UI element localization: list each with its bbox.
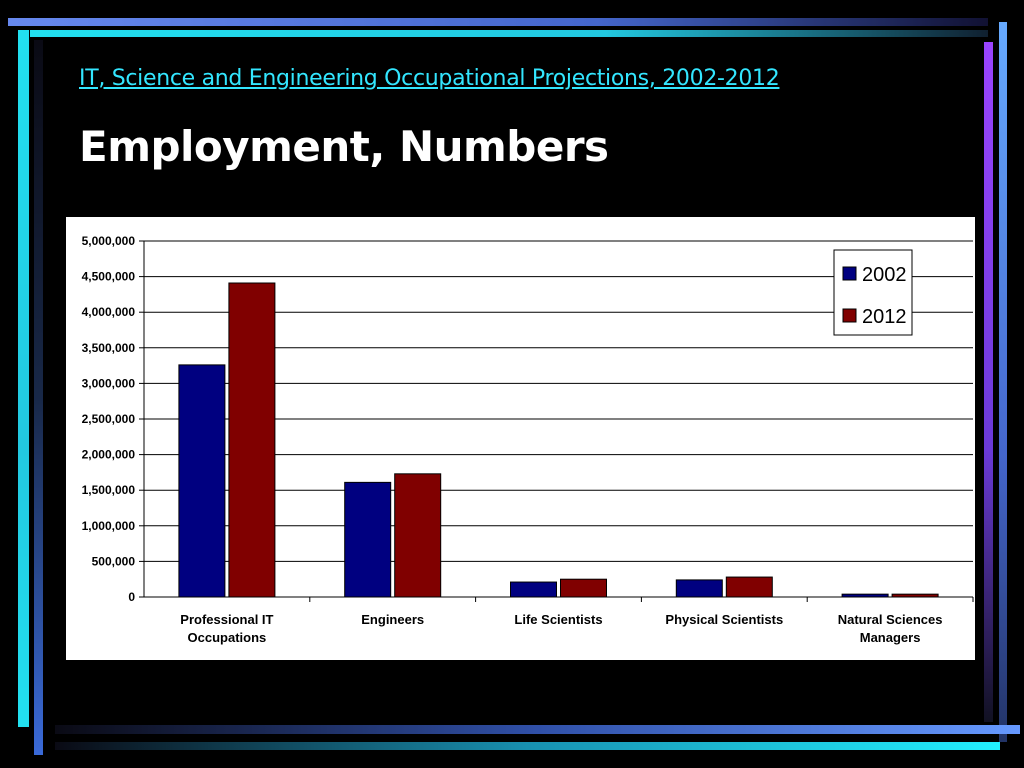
- bar-2012-4: [725, 576, 773, 598]
- gridlines: [144, 240, 973, 562]
- y-tick-label: 3,500,000: [82, 341, 136, 355]
- y-tick-label: 4,500,000: [82, 270, 136, 284]
- x-tick-label: Physical Scientists: [665, 612, 783, 627]
- y-axis-ticks: 0 500,000 1,000,000 1,500,000 2,000,000 2,500…: [82, 234, 144, 604]
- slide-title: Employment, Numbers: [79, 122, 609, 171]
- bar-2012-1: [228, 282, 276, 598]
- frame-stripe-bottom-blue: [55, 725, 1020, 734]
- bar-2012-2: [394, 473, 442, 598]
- x-tick-label: Life Scientists: [514, 612, 602, 627]
- axes: [143, 241, 973, 598]
- x-tick-label: Managers: [860, 630, 921, 645]
- y-tick-label: 0: [128, 590, 135, 604]
- frame-stripe-left-cyan: [18, 30, 29, 727]
- legend-swatch-2002: [842, 266, 857, 281]
- frame-stripe-top-blue: [8, 18, 988, 26]
- legend-swatch-2012: [842, 308, 857, 323]
- y-tick-label: 1,000,000: [82, 519, 136, 533]
- x-tick-label: Professional IT: [180, 612, 273, 627]
- legend-label-2002: 2002: [862, 264, 907, 286]
- bar-2002-1: [178, 364, 226, 598]
- frame-stripe-right-purple: [984, 42, 993, 722]
- x-tick-label: Engineers: [361, 612, 424, 627]
- frame-stripe-bottom-cyan: [55, 742, 1000, 750]
- y-tick-label: 5,000,000: [82, 234, 136, 248]
- x-tick-label: Natural Sciences: [838, 612, 943, 627]
- bar-2012-3: [560, 578, 607, 598]
- y-tick-label: 2,000,000: [82, 448, 136, 462]
- bar-2002-4: [675, 579, 723, 598]
- y-tick-label: 1,500,000: [82, 483, 136, 497]
- bar-2002-3: [510, 581, 557, 598]
- y-tick-label: 2,500,000: [82, 412, 136, 426]
- y-tick-label: 3,000,000: [82, 376, 136, 390]
- chart-panel: 0 500,000 1,000,000 1,500,000 2,000,000 2,500…: [66, 217, 975, 660]
- y-tick-label: 500,000: [92, 554, 136, 568]
- legend: 2002 2012: [833, 249, 913, 336]
- x-axis-ticks: Professional IT Occupations Engineers Life …: [180, 597, 974, 645]
- x-tick-label: Occupations: [188, 630, 267, 645]
- bars: [178, 282, 939, 598]
- frame-stripe-right-blue: [999, 22, 1007, 742]
- y-tick-label: 4,000,000: [82, 305, 136, 319]
- slide-subtitle-link[interactable]: IT, Science and Engineering Occupational…: [79, 66, 780, 91]
- legend-label-2012: 2012: [862, 306, 907, 328]
- bar-chart: 0 500,000 1,000,000 1,500,000 2,000,000 2,500…: [82, 234, 974, 645]
- frame-stripe-top-cyan: [30, 30, 988, 37]
- frame-stripe-left-blue: [34, 40, 43, 755]
- bar-2002-2: [344, 481, 392, 598]
